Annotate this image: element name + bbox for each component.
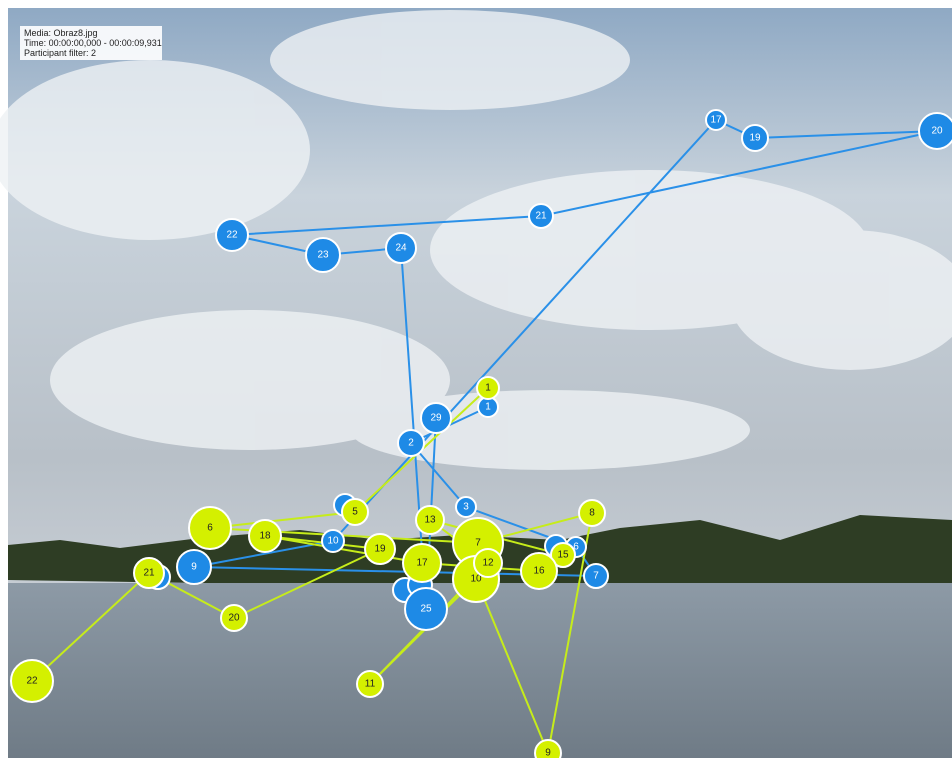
clouds: [0, 10, 952, 470]
fixation-label: 1: [485, 402, 491, 413]
fixation-label: 10: [470, 574, 482, 585]
fixation-label: 21: [143, 568, 155, 579]
fixation-label: 7: [593, 571, 599, 582]
fixation: [476, 376, 500, 400]
fixation: [321, 529, 345, 553]
fixation-label: 11: [365, 679, 376, 690]
fixation-label: 20: [228, 613, 240, 624]
fixation-label: 23: [317, 250, 329, 261]
fixation-label: 6: [573, 542, 579, 553]
fixation: [420, 402, 452, 434]
fixation: [356, 670, 384, 698]
filter: Participant filter: 2: [24, 48, 97, 58]
time: Time: 00:00:00,000 - 00:00:09,931: [24, 38, 162, 48]
fixation-label: 29: [430, 413, 442, 424]
fixation-label: 12: [482, 558, 494, 569]
fixation: [133, 557, 165, 589]
fixation: [473, 548, 503, 578]
fixation: [528, 203, 554, 229]
fixation: [550, 542, 576, 568]
fixation-label: 24: [395, 243, 407, 254]
fixation: [305, 237, 341, 273]
fixation-label: 20: [931, 126, 943, 137]
fixation: [918, 112, 952, 150]
fixation: [415, 505, 445, 535]
scanpath: [193, 118, 938, 610]
fixation: [364, 533, 396, 565]
fixation: [385, 232, 417, 264]
fixation-label: 16: [533, 566, 545, 577]
fixation-label: 17: [710, 115, 722, 126]
fixation-label: 8: [589, 508, 595, 519]
fixation-label: 7: [475, 538, 481, 549]
fixation-label: 15: [557, 550, 569, 561]
fixation: [705, 109, 727, 131]
fixation: [402, 543, 442, 583]
fixation-label: 2: [408, 438, 414, 449]
fixation: [578, 499, 606, 527]
fixation: [534, 739, 562, 758]
fixation: [397, 429, 425, 457]
fixation: [188, 506, 232, 550]
fixation: [176, 549, 212, 585]
fixation: [520, 552, 558, 590]
fixation: [455, 496, 477, 518]
fixation-label: 9: [545, 748, 551, 758]
info-box: Media: Obraz8.jpg Time: 00:00:00,000 - 0…: [20, 26, 162, 60]
fixation-label: 21: [535, 211, 547, 222]
fixation-label: 18: [259, 531, 271, 542]
fixation-label: 9: [191, 562, 197, 573]
fixation: [404, 587, 448, 631]
fixation: [341, 498, 369, 526]
fixation-label: 3: [463, 502, 469, 513]
fixation-label: 22: [26, 676, 38, 687]
fixation: [741, 124, 769, 152]
fixation-label: 5: [352, 507, 358, 518]
fixation-label: 19: [749, 133, 761, 144]
fixation: [10, 659, 54, 703]
fixation-label: 13: [424, 515, 436, 526]
fixation: [583, 563, 609, 589]
fixation: [220, 604, 248, 632]
water: [8, 583, 952, 758]
fixation-label: 17: [416, 558, 428, 569]
fixation-label: 6: [207, 523, 213, 534]
fixation-label: 25: [420, 604, 432, 615]
fixation-label: 22: [226, 230, 238, 241]
media: Media: Obraz8.jpg: [24, 28, 98, 38]
fixation-label: 1: [485, 383, 491, 394]
fixation: [215, 218, 249, 252]
fixation: [248, 519, 282, 553]
fixation-label: 19: [374, 544, 386, 555]
fixation-label: 10: [327, 536, 339, 547]
